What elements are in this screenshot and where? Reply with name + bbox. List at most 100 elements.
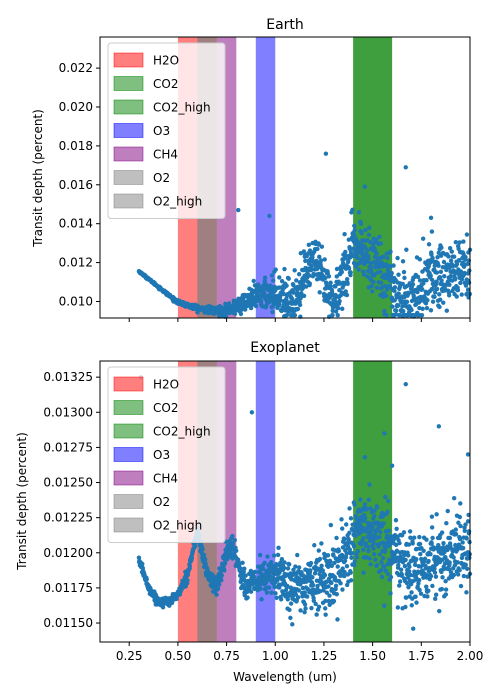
legend-swatch — [113, 146, 144, 162]
data-point — [222, 568, 227, 573]
data-point — [377, 552, 383, 557]
data-point — [377, 234, 382, 239]
data-point — [140, 561, 145, 567]
data-point — [407, 529, 413, 534]
data-point — [340, 545, 346, 550]
data-point — [369, 268, 374, 273]
data-point — [419, 312, 425, 318]
data-point — [296, 565, 302, 570]
data-point — [395, 555, 400, 560]
data-point — [388, 591, 393, 596]
x-axis-earth — [128, 318, 471, 322]
legend-swatch — [113, 123, 144, 138]
data-point — [395, 255, 400, 261]
data-point — [381, 521, 386, 526]
data-point — [461, 239, 466, 244]
data-point — [367, 556, 372, 561]
x-tick-label: 1.50 — [359, 649, 386, 663]
data-point — [375, 505, 380, 510]
data-point — [432, 570, 438, 575]
data-point — [387, 283, 392, 289]
data-point — [444, 308, 450, 313]
legend-swatch — [113, 52, 144, 68]
data-point — [248, 589, 254, 594]
data-point — [364, 248, 370, 254]
data-point — [314, 612, 319, 617]
data-point — [406, 569, 412, 574]
data-point — [349, 555, 354, 560]
data-point — [318, 258, 324, 263]
data-point — [302, 609, 307, 615]
data-point — [328, 280, 333, 285]
data-point — [258, 586, 263, 592]
data-point — [257, 582, 263, 587]
data-point — [342, 558, 348, 563]
data-point — [219, 573, 224, 578]
data-point — [310, 582, 316, 588]
data-point — [359, 542, 364, 547]
data-point — [411, 578, 417, 583]
data-point — [454, 261, 460, 267]
data-point — [352, 228, 357, 233]
data-point — [272, 584, 277, 590]
data-point — [432, 294, 437, 300]
data-point — [460, 545, 466, 551]
data-point — [393, 308, 399, 313]
data-point — [374, 285, 380, 290]
data-point — [417, 534, 422, 540]
data-point — [410, 282, 416, 287]
data-point — [343, 249, 348, 255]
data-point — [238, 311, 244, 317]
data-point — [439, 530, 445, 535]
data-point — [404, 247, 409, 252]
data-point — [342, 536, 348, 542]
data-point — [395, 605, 401, 610]
data-point — [329, 289, 335, 295]
data-point — [462, 270, 467, 276]
data-point — [352, 559, 357, 564]
data-point — [366, 497, 371, 503]
data-point — [379, 560, 384, 565]
legend-label: CO2 — [153, 401, 178, 415]
data-point — [252, 569, 258, 575]
data-point — [453, 527, 458, 532]
data-point — [251, 278, 256, 284]
data-point — [448, 273, 454, 279]
data-point — [417, 541, 423, 547]
data-point — [324, 590, 330, 595]
data-point — [465, 287, 471, 292]
data-point — [313, 601, 318, 607]
data-point — [392, 298, 397, 303]
data-point — [352, 562, 357, 568]
data-point — [401, 309, 406, 314]
data-point — [322, 257, 327, 262]
data-point — [396, 272, 401, 277]
data-point — [443, 592, 449, 597]
data-point — [447, 535, 453, 541]
data-point — [455, 572, 461, 577]
data-point — [248, 305, 254, 311]
data-point — [223, 313, 229, 319]
data-point — [216, 582, 222, 587]
data-point — [247, 585, 252, 591]
data-point — [310, 575, 315, 580]
x-tick-label: 0.50 — [165, 649, 192, 663]
data-point — [378, 241, 383, 246]
data-point — [406, 553, 411, 558]
data-point — [287, 562, 292, 567]
data-point — [388, 574, 394, 580]
data-point — [406, 542, 412, 547]
data-point — [327, 602, 332, 607]
data-point — [335, 564, 340, 569]
data-point — [327, 593, 332, 598]
data-point — [366, 256, 371, 261]
data-point — [291, 283, 296, 288]
data-point — [353, 236, 359, 242]
data-point — [303, 606, 308, 611]
data-point — [334, 592, 339, 597]
y-tick-label: 0.020 — [59, 100, 93, 114]
data-point — [464, 232, 470, 237]
data-point — [355, 549, 361, 554]
data-point — [453, 531, 459, 537]
data-point — [374, 251, 379, 256]
